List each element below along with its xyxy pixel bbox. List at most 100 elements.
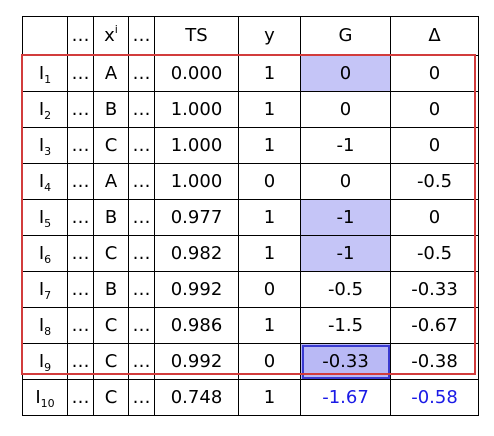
ts-cell: 1.000 <box>154 163 239 200</box>
delta-cell: -0.38 <box>390 343 479 380</box>
g-cell-blue: -1.67 <box>300 379 391 416</box>
y-cell: 1 <box>238 91 301 128</box>
row-id-base: I <box>38 206 45 228</box>
header-id-cell <box>22 16 68 56</box>
row-id-subscript: 10 <box>40 396 55 410</box>
ellipsis-cell: … <box>67 343 94 380</box>
header-x-superscript: i <box>114 23 118 36</box>
table-row: I4 … A … 1.000 0 0 -0.5 <box>22 163 479 200</box>
x-cell: C <box>93 307 129 344</box>
ellipsis-cell: … <box>67 163 94 200</box>
row-id-base: I <box>35 386 41 408</box>
row-id-cell: I9 <box>22 343 68 380</box>
x-cell: A <box>93 55 129 92</box>
row-id-subscript: 7 <box>44 288 52 302</box>
row-id-cell: I5 <box>22 199 68 236</box>
header-x-cell: xi <box>93 16 129 56</box>
x-cell: B <box>93 91 129 128</box>
header-delta: Δ <box>390 16 479 56</box>
header-ellipsis-1: … <box>67 16 94 56</box>
row-id-base: I <box>38 242 45 264</box>
y-cell: 1 <box>238 55 301 92</box>
row-id-subscript: 8 <box>44 324 52 338</box>
y-cell: 0 <box>238 271 301 308</box>
g-cell-highlighted: -1 <box>300 199 391 236</box>
row-id-subscript: 3 <box>44 144 52 158</box>
x-cell: B <box>93 271 129 308</box>
row-id-subscript: 6 <box>44 252 52 266</box>
y-cell: 1 <box>238 379 301 416</box>
row-id-cell: I7 <box>22 271 68 308</box>
row-id-subscript: 1 <box>44 72 52 86</box>
ellipsis-cell: … <box>67 379 94 416</box>
row-id-cell: I1 <box>22 55 68 92</box>
ts-cell: 1.000 <box>154 127 239 164</box>
row-id-subscript: 4 <box>44 180 52 194</box>
row-id-subscript: 2 <box>44 108 52 122</box>
table-row: I9 … C … 0.992 0 -0.33 -0.38 <box>22 343 479 380</box>
table-row-last: I10 … C … 0.748 1 -1.67 -0.58 <box>22 379 479 416</box>
x-cell: C <box>93 127 129 164</box>
g-cell: -1 <box>300 127 391 164</box>
ts-cell: 0.000 <box>154 55 239 92</box>
row-id-base: I <box>38 170 45 192</box>
row-id-base: I <box>38 350 45 372</box>
x-cell: A <box>93 163 129 200</box>
row-id-subscript: 9 <box>44 360 52 374</box>
row-id-cell: I3 <box>22 127 68 164</box>
x-cell: C <box>93 235 129 272</box>
g-cell-highlighted: -1 <box>300 235 391 272</box>
y-cell: 0 <box>238 163 301 200</box>
x-cell: C <box>93 343 129 380</box>
ellipsis-cell: … <box>128 55 155 92</box>
ts-cell: 0.977 <box>154 199 239 236</box>
ellipsis-cell: … <box>128 163 155 200</box>
header-x-base: x <box>104 25 115 46</box>
header-row: … xi … TS y G Δ <box>22 16 479 56</box>
data-table-container: … xi … TS y G Δ I1 … A … 0.000 1 0 0 I2 … <box>21 16 479 426</box>
g-cell-highlighted: 0 <box>300 55 391 92</box>
table-row: I7 … B … 0.992 0 -0.5 -0.33 <box>22 271 479 308</box>
ellipsis-cell: … <box>128 307 155 344</box>
table-row: I3 … C … 1.000 1 -1 0 <box>22 127 479 164</box>
delta-cell: -0.5 <box>390 163 479 200</box>
y-cell: 1 <box>238 127 301 164</box>
y-cell: 1 <box>238 235 301 272</box>
delta-cell: -0.5 <box>390 235 479 272</box>
delta-cell: 0 <box>390 91 479 128</box>
delta-cell: 0 <box>390 127 479 164</box>
y-cell: 1 <box>238 307 301 344</box>
g-cell: -0.5 <box>300 271 391 308</box>
g-cell-highlighted-boxed: -0.33 <box>300 343 391 380</box>
delta-cell: 0 <box>390 199 479 236</box>
ellipsis-cell: … <box>128 235 155 272</box>
x-cell: B <box>93 199 129 236</box>
ellipsis-cell: … <box>128 379 155 416</box>
row-id-subscript: 5 <box>44 216 52 230</box>
g-cell: -1.5 <box>300 307 391 344</box>
ellipsis-cell: … <box>67 127 94 164</box>
row-id-base: I <box>38 62 45 84</box>
row-id-base: I <box>38 134 45 156</box>
ellipsis-cell: … <box>67 235 94 272</box>
table-row: I8 … C … 0.986 1 -1.5 -0.67 <box>22 307 479 344</box>
header-g: G <box>300 16 391 56</box>
row-id-cell: I8 <box>22 307 68 344</box>
ellipsis-cell: … <box>67 199 94 236</box>
ellipsis-cell: … <box>67 91 94 128</box>
ts-cell: 0.992 <box>154 343 239 380</box>
ellipsis-cell: … <box>67 55 94 92</box>
table-row: I5 … B … 0.977 1 -1 0 <box>22 199 479 236</box>
g-cell: 0 <box>300 163 391 200</box>
table-row: I2 … B … 1.000 1 0 0 <box>22 91 479 128</box>
g-cell: 0 <box>300 91 391 128</box>
ellipsis-cell: … <box>128 91 155 128</box>
ellipsis-cell: … <box>128 199 155 236</box>
ts-cell: 0.992 <box>154 271 239 308</box>
ellipsis-cell: … <box>67 271 94 308</box>
ellipsis-cell: … <box>128 127 155 164</box>
row-id-base: I <box>38 314 45 336</box>
table-row: I1 … A … 0.000 1 0 0 <box>22 55 479 92</box>
row-id-cell: I4 <box>22 163 68 200</box>
ts-cell: 1.000 <box>154 91 239 128</box>
